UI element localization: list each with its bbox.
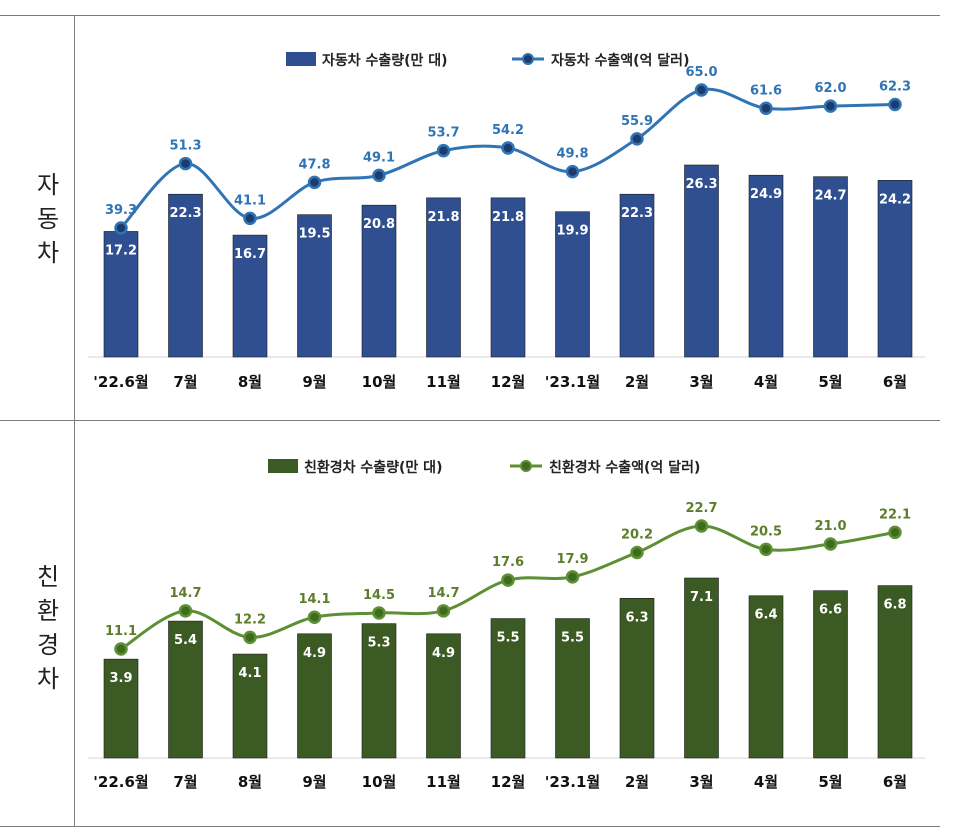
line-value-label: 55.9 — [621, 114, 653, 129]
line-point — [565, 164, 580, 179]
line-value-label: 41.1 — [234, 193, 266, 208]
x-tick-label: 9월 — [302, 373, 326, 391]
bar-value-label: 24.9 — [750, 187, 782, 202]
line-point — [436, 143, 451, 158]
bar-value-label: 22.3 — [169, 206, 201, 221]
bar — [813, 176, 848, 358]
line-point — [307, 175, 322, 190]
legend: 자동차 수출량(만 대) 자동차 수출액(억 달러) — [286, 52, 689, 69]
bar-value-label: 16.7 — [234, 247, 266, 262]
line-value-label: 62.3 — [879, 79, 911, 94]
bar — [168, 193, 203, 358]
line-point — [372, 168, 386, 183]
bar — [490, 197, 526, 358]
line-value-label: 62.0 — [814, 81, 846, 96]
x-tick-label: 4월 — [754, 373, 778, 391]
bar-value-label: 19.5 — [298, 227, 330, 242]
top-rule — [0, 15, 940, 16]
row-label-eco-car: 친환경차 — [36, 563, 60, 693]
line-point — [630, 132, 644, 146]
x-tick-label: 12월 — [491, 373, 526, 391]
bar-value-label: 17.2 — [105, 243, 137, 258]
bar — [748, 174, 784, 358]
line-value-label: 61.6 — [750, 83, 782, 98]
bottom-rule — [0, 826, 940, 827]
x-tick-label: '22.6월 — [93, 373, 148, 391]
legend-line-marker — [522, 53, 534, 65]
x-tick-label: 6월 — [883, 373, 907, 391]
x-tick-label: '23.1월 — [545, 373, 600, 391]
line-point — [823, 99, 838, 113]
x-tick-label: 5월 — [818, 373, 842, 391]
bar-value-label: 21.8 — [492, 210, 524, 225]
line-value-label: 49.1 — [363, 150, 395, 165]
line-value-label: 51.3 — [169, 139, 201, 154]
bar — [426, 197, 461, 358]
bar-value-label: 26.3 — [685, 177, 717, 192]
row-label-automobile: 자동차 — [36, 171, 60, 267]
bar — [684, 164, 719, 358]
bar-value-label: 24.2 — [879, 192, 911, 207]
bar — [555, 211, 590, 358]
bar — [361, 204, 397, 358]
x-tick-label: 8월 — [238, 373, 262, 391]
legend-bar-swatch — [286, 52, 316, 66]
x-tick-label: 3월 — [689, 373, 713, 391]
label-divider — [74, 15, 75, 826]
bar — [232, 234, 268, 358]
line-value-label: 54.2 — [492, 123, 524, 138]
bar-value-label: 20.8 — [363, 217, 395, 232]
line-point — [243, 211, 257, 226]
line-point — [694, 83, 709, 97]
bar-value-label: 22.3 — [621, 206, 653, 221]
line-point — [114, 221, 128, 235]
line-value-label: 47.8 — [298, 157, 330, 172]
bar — [103, 231, 139, 358]
x-tick-label: 11월 — [426, 373, 461, 391]
x-tick-label: 2월 — [625, 373, 649, 391]
x-tick-label: 7월 — [173, 373, 197, 391]
bar-value-label: 21.8 — [427, 210, 459, 225]
bar-value-label: 24.7 — [814, 189, 846, 204]
middle-rule — [0, 420, 940, 421]
line-point — [759, 101, 773, 116]
line-point — [501, 141, 515, 155]
line-value-label: 39.3 — [105, 203, 137, 218]
line-point — [178, 156, 193, 171]
legend-line-text: 자동차 수출액(억 달러) — [551, 52, 689, 69]
legend-bar-text: 자동차 수출량(만 대) — [322, 52, 448, 69]
x-tick-label: 10월 — [362, 373, 397, 391]
line-value-label: 49.8 — [556, 147, 588, 162]
bar — [619, 193, 655, 358]
bar — [877, 180, 913, 358]
line-value-label: 53.7 — [427, 126, 459, 141]
bar-value-label: 19.9 — [556, 224, 588, 239]
line-value-label: 65.0 — [685, 65, 717, 80]
bar — [297, 214, 332, 358]
line-point — [888, 97, 902, 112]
